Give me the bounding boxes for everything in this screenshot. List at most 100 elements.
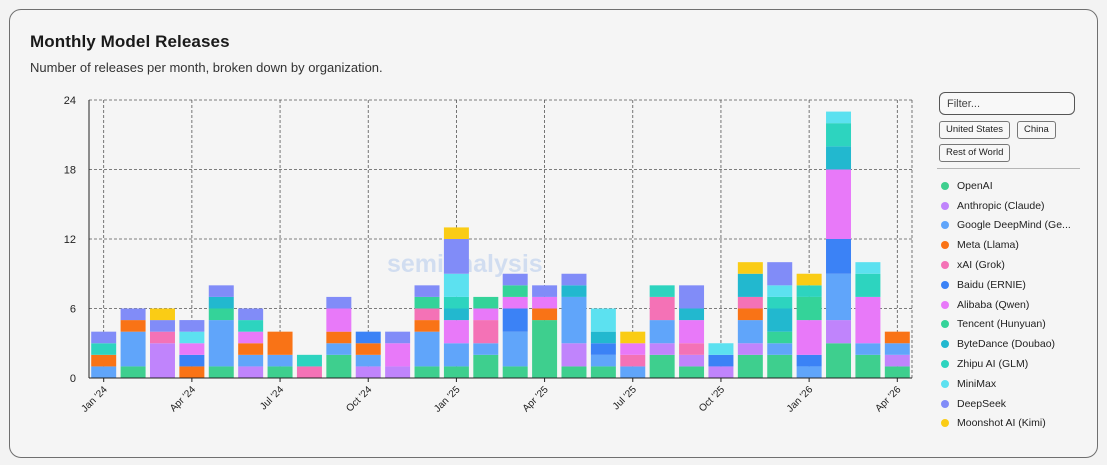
bar-segment-openai[interactable] — [414, 366, 440, 378]
bar-segment-tencent-hunyuan[interactable] — [502, 285, 528, 297]
bar-segment-meta-llama[interactable] — [120, 320, 146, 332]
bar-segment-google-deepmind-gemini[interactable] — [355, 354, 381, 367]
bar-segment-meta-llama[interactable] — [737, 308, 763, 321]
bar-segment-deepseek[interactable] — [120, 308, 146, 321]
bar-segment-google-deepmind-gemini[interactable] — [826, 273, 852, 321]
bar-segment-bytedance-doubao[interactable] — [679, 308, 705, 321]
legend-item-google-deepmind-gemini[interactable]: Google DeepMind (Ge... — [941, 216, 1081, 236]
bar-segment-deepseek[interactable] — [414, 285, 440, 297]
bar-segment-meta-llama[interactable] — [179, 366, 205, 378]
bar-segment-moonshot-ai-kimi[interactable] — [737, 262, 763, 274]
bar-segment-deepseek[interactable] — [679, 285, 705, 309]
bar-segment-google-deepmind-gemini[interactable] — [561, 296, 587, 344]
bar-segment-minimax[interactable] — [826, 111, 852, 124]
bar-segment-google-deepmind-gemini[interactable] — [502, 331, 528, 367]
bar-segment-google-deepmind-gemini[interactable] — [267, 354, 293, 367]
bar-segment-alibaba-qwen[interactable] — [532, 296, 558, 309]
bar-segment-tencent-hunyuan[interactable] — [767, 331, 793, 344]
bar-segment-openai[interactable] — [855, 354, 881, 378]
bar-segment-alibaba-qwen[interactable] — [620, 343, 646, 355]
bar-segment-bytedance-doubao[interactable] — [208, 296, 234, 309]
bar-segment-openai[interactable] — [826, 343, 852, 378]
bar-segment-baidu-ernie[interactable] — [708, 354, 734, 367]
bar-segment-deepseek[interactable] — [532, 285, 558, 297]
bar-segment-openai[interactable] — [208, 366, 234, 378]
bar-segment-meta-llama[interactable] — [267, 331, 293, 355]
bar-segment-zhipu-ai-glm[interactable] — [796, 285, 822, 297]
legend-item-moonshot-ai-kimi[interactable]: Moonshot AI (Kimi) — [941, 414, 1081, 434]
bar-segment-anthropic-claude[interactable] — [649, 343, 675, 355]
legend-item-meta-llama[interactable]: Meta (Llama) — [941, 235, 1081, 255]
bar-segment-bytedance-doubao[interactable] — [826, 146, 852, 170]
bar-segment-anthropic-claude[interactable] — [355, 366, 381, 378]
bar-segment-bytedance-doubao[interactable] — [590, 331, 616, 344]
bar-segment-deepseek[interactable] — [91, 331, 117, 344]
bar-segment-google-deepmind-gemini[interactable] — [473, 343, 499, 355]
bar-segment-meta-llama[interactable] — [532, 308, 558, 321]
bar-segment-xai-grok[interactable] — [620, 354, 646, 367]
bar-segment-xai-grok[interactable] — [296, 366, 322, 378]
bar-segment-google-deepmind-gemini[interactable] — [443, 343, 469, 367]
bar-segment-baidu-ernie[interactable] — [355, 331, 381, 344]
bar-segment-zhipu-ai-glm[interactable] — [767, 296, 793, 309]
bar-segment-zhipu-ai-glm[interactable] — [296, 354, 322, 367]
filter-chip-united-states[interactable]: United States — [939, 121, 1011, 139]
bar-segment-alibaba-qwen[interactable] — [502, 296, 528, 309]
bar-segment-anthropic-claude[interactable] — [385, 366, 411, 378]
bar-segment-anthropic-claude[interactable] — [884, 354, 910, 367]
bar-segment-deepseek[interactable] — [149, 320, 175, 332]
bar-segment-bytedance-doubao[interactable] — [443, 308, 469, 321]
bar-segment-alibaba-qwen[interactable] — [826, 169, 852, 240]
legend-item-tencent-hunyuan[interactable]: Tencent (Hunyuan) — [941, 315, 1081, 335]
bar-segment-google-deepmind-gemini[interactable] — [91, 366, 117, 378]
bar-segment-minimax[interactable] — [590, 308, 616, 332]
bar-segment-deepseek[interactable] — [767, 262, 793, 286]
legend-item-xai-grok[interactable]: xAI (Grok) — [941, 255, 1081, 275]
legend-item-minimax[interactable]: MiniMax — [941, 374, 1081, 394]
bar-segment-openai[interactable] — [679, 366, 705, 378]
bar-segment-zhipu-ai-glm[interactable] — [855, 273, 881, 297]
filter-input[interactable] — [939, 92, 1075, 115]
bar-segment-openai[interactable] — [590, 366, 616, 378]
bar-segment-baidu-ernie[interactable] — [502, 308, 528, 332]
bar-segment-alibaba-qwen[interactable] — [679, 320, 705, 344]
bar-segment-openai[interactable] — [267, 366, 293, 378]
legend-item-zhipu-ai-glm[interactable]: Zhipu AI (GLM) — [941, 354, 1081, 374]
bar-segment-openai[interactable] — [767, 354, 793, 378]
bar-segment-meta-llama[interactable] — [91, 354, 117, 367]
filter-chip-rest-of-world[interactable]: Rest of World — [939, 144, 1011, 162]
bar-segment-zhipu-ai-glm[interactable] — [91, 343, 117, 355]
bar-segment-alibaba-qwen[interactable] — [473, 308, 499, 321]
bar-segment-anthropic-claude[interactable] — [826, 320, 852, 344]
bar-segment-meta-llama[interactable] — [238, 343, 264, 355]
bar-segment-google-deepmind-gemini[interactable] — [620, 366, 646, 378]
bar-segment-deepseek[interactable] — [179, 320, 205, 332]
bar-segment-openai[interactable] — [532, 320, 558, 378]
bar-segment-google-deepmind-gemini[interactable] — [737, 320, 763, 344]
bar-segment-google-deepmind-gemini[interactable] — [120, 331, 146, 367]
bar-segment-openai[interactable] — [473, 354, 499, 378]
bar-segment-meta-llama[interactable] — [414, 320, 440, 332]
bar-segment-zhipu-ai-glm[interactable] — [826, 123, 852, 147]
legend-item-openai[interactable]: OpenAI — [941, 176, 1081, 196]
filter-chip-china[interactable]: China — [1017, 121, 1056, 139]
bar-segment-deepseek[interactable] — [208, 285, 234, 297]
bar-segment-meta-llama[interactable] — [326, 331, 352, 344]
bar-segment-baidu-ernie[interactable] — [796, 354, 822, 367]
bar-segment-xai-grok[interactable] — [679, 343, 705, 355]
bar-segment-google-deepmind-gemini[interactable] — [649, 320, 675, 344]
bar-segment-openai[interactable] — [737, 354, 763, 378]
legend-item-alibaba-qwen[interactable]: Alibaba (Qwen) — [941, 295, 1081, 315]
bar-segment-baidu-ernie[interactable] — [179, 354, 205, 367]
bar-segment-google-deepmind-gemini[interactable] — [326, 343, 352, 355]
bar-segment-google-deepmind-gemini[interactable] — [414, 331, 440, 367]
bar-segment-zhipu-ai-glm[interactable] — [443, 296, 469, 309]
bar-segment-bytedance-doubao[interactable] — [737, 273, 763, 297]
bar-segment-anthropic-claude[interactable] — [679, 354, 705, 367]
bar-segment-openai[interactable] — [561, 366, 587, 378]
bar-segment-xai-grok[interactable] — [149, 331, 175, 344]
bar-segment-tencent-hunyuan[interactable] — [414, 296, 440, 309]
bar-segment-deepseek[interactable] — [238, 308, 264, 321]
bar-segment-openai[interactable] — [443, 366, 469, 378]
bar-segment-xai-grok[interactable] — [649, 296, 675, 321]
